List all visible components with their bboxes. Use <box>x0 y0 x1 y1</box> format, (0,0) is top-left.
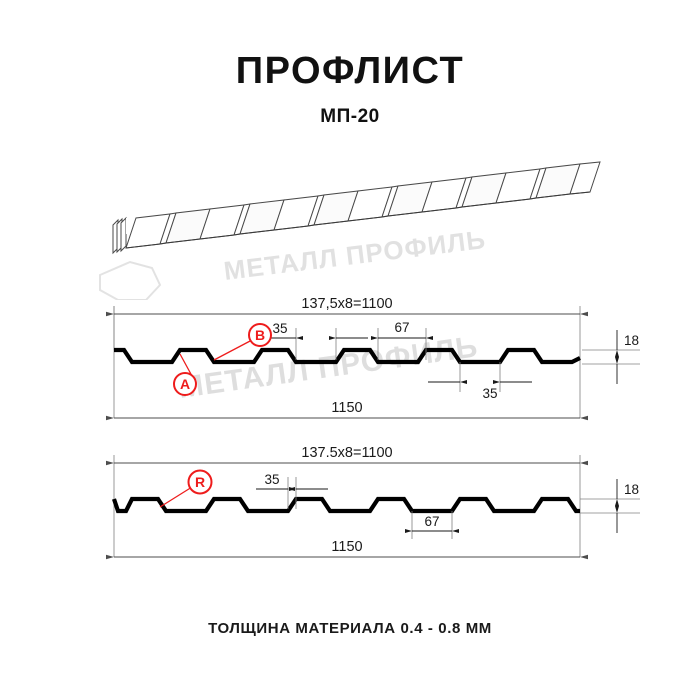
dimension-valley-label: 67 <box>394 320 409 335</box>
dimension-rib-label-2: 35 <box>482 386 497 401</box>
callout-r-label: R <box>195 474 205 490</box>
dimension-rib-label: 35 <box>272 321 287 336</box>
dimension-rib-bottom: 35 <box>256 472 328 509</box>
dimension-total-top: 1150 <box>105 400 589 421</box>
page-title: ПРОФЛИСТ <box>235 50 465 92</box>
callout-a[interactable]: A <box>173 353 197 396</box>
dimension-pitch-label: 137.5x8=1100 <box>301 445 392 461</box>
dimension-total-label: 1150 <box>331 400 362 416</box>
profile-view-top: МЕТАЛЛ ПРОФИЛЬ 137,5x8=1100 <box>0 288 700 428</box>
dimension-rib-top-2: 35 <box>428 362 532 401</box>
callout-a-label: A <box>180 376 190 392</box>
dimension-total-label: 1150 <box>331 539 362 555</box>
dimension-pitch-top: 137,5x8=1100 <box>105 296 589 317</box>
profile-view-bottom: 137.5x8=1100 18 35 <box>0 435 700 570</box>
callout-r[interactable]: R <box>159 469 213 508</box>
callout-b[interactable]: B <box>213 323 272 361</box>
dimension-height-label: 18 <box>624 482 639 497</box>
profile-section-outline <box>112 496 580 514</box>
model-subtitle: МП-20 <box>320 106 380 127</box>
isometric-sheet-body <box>112 161 601 255</box>
dimension-total-bottom: 1150 <box>105 539 589 560</box>
dimension-valley-top: 67 <box>370 320 434 360</box>
dimension-valley-bottom: 67 <box>404 511 460 539</box>
dimension-height-top: 18 <box>582 330 640 384</box>
watermark-text: МЕТАЛЛ ПРОФИЛЬ <box>176 330 480 405</box>
isometric-view: МЕТАЛЛ ПРОФИЛЬ <box>0 150 700 300</box>
dimension-height-bottom: 18 <box>580 479 640 533</box>
dimension-pitch-label: 137,5x8=1100 <box>301 296 392 312</box>
callout-b-label: B <box>255 327 265 343</box>
watermark-logo-icon <box>99 260 162 300</box>
watermark-profile-top: МЕТАЛЛ ПРОФИЛЬ <box>176 330 480 405</box>
extension-lines <box>113 455 581 557</box>
dimension-valley-label: 67 <box>424 514 439 529</box>
dimension-pitch-bottom: 137.5x8=1100 <box>105 445 589 466</box>
material-thickness-note: ТОЛЩИНА МАТЕРИАЛА 0.4 - 0.8 ММ <box>208 620 492 637</box>
dimension-rib-label: 35 <box>264 472 279 487</box>
watermark-text: МЕТАЛЛ ПРОФИЛЬ <box>222 224 487 286</box>
profile-section-outline <box>114 347 581 365</box>
dimension-height-label: 18 <box>624 333 639 348</box>
title-block: ПРОФЛИСТ МП-20 <box>0 52 700 128</box>
